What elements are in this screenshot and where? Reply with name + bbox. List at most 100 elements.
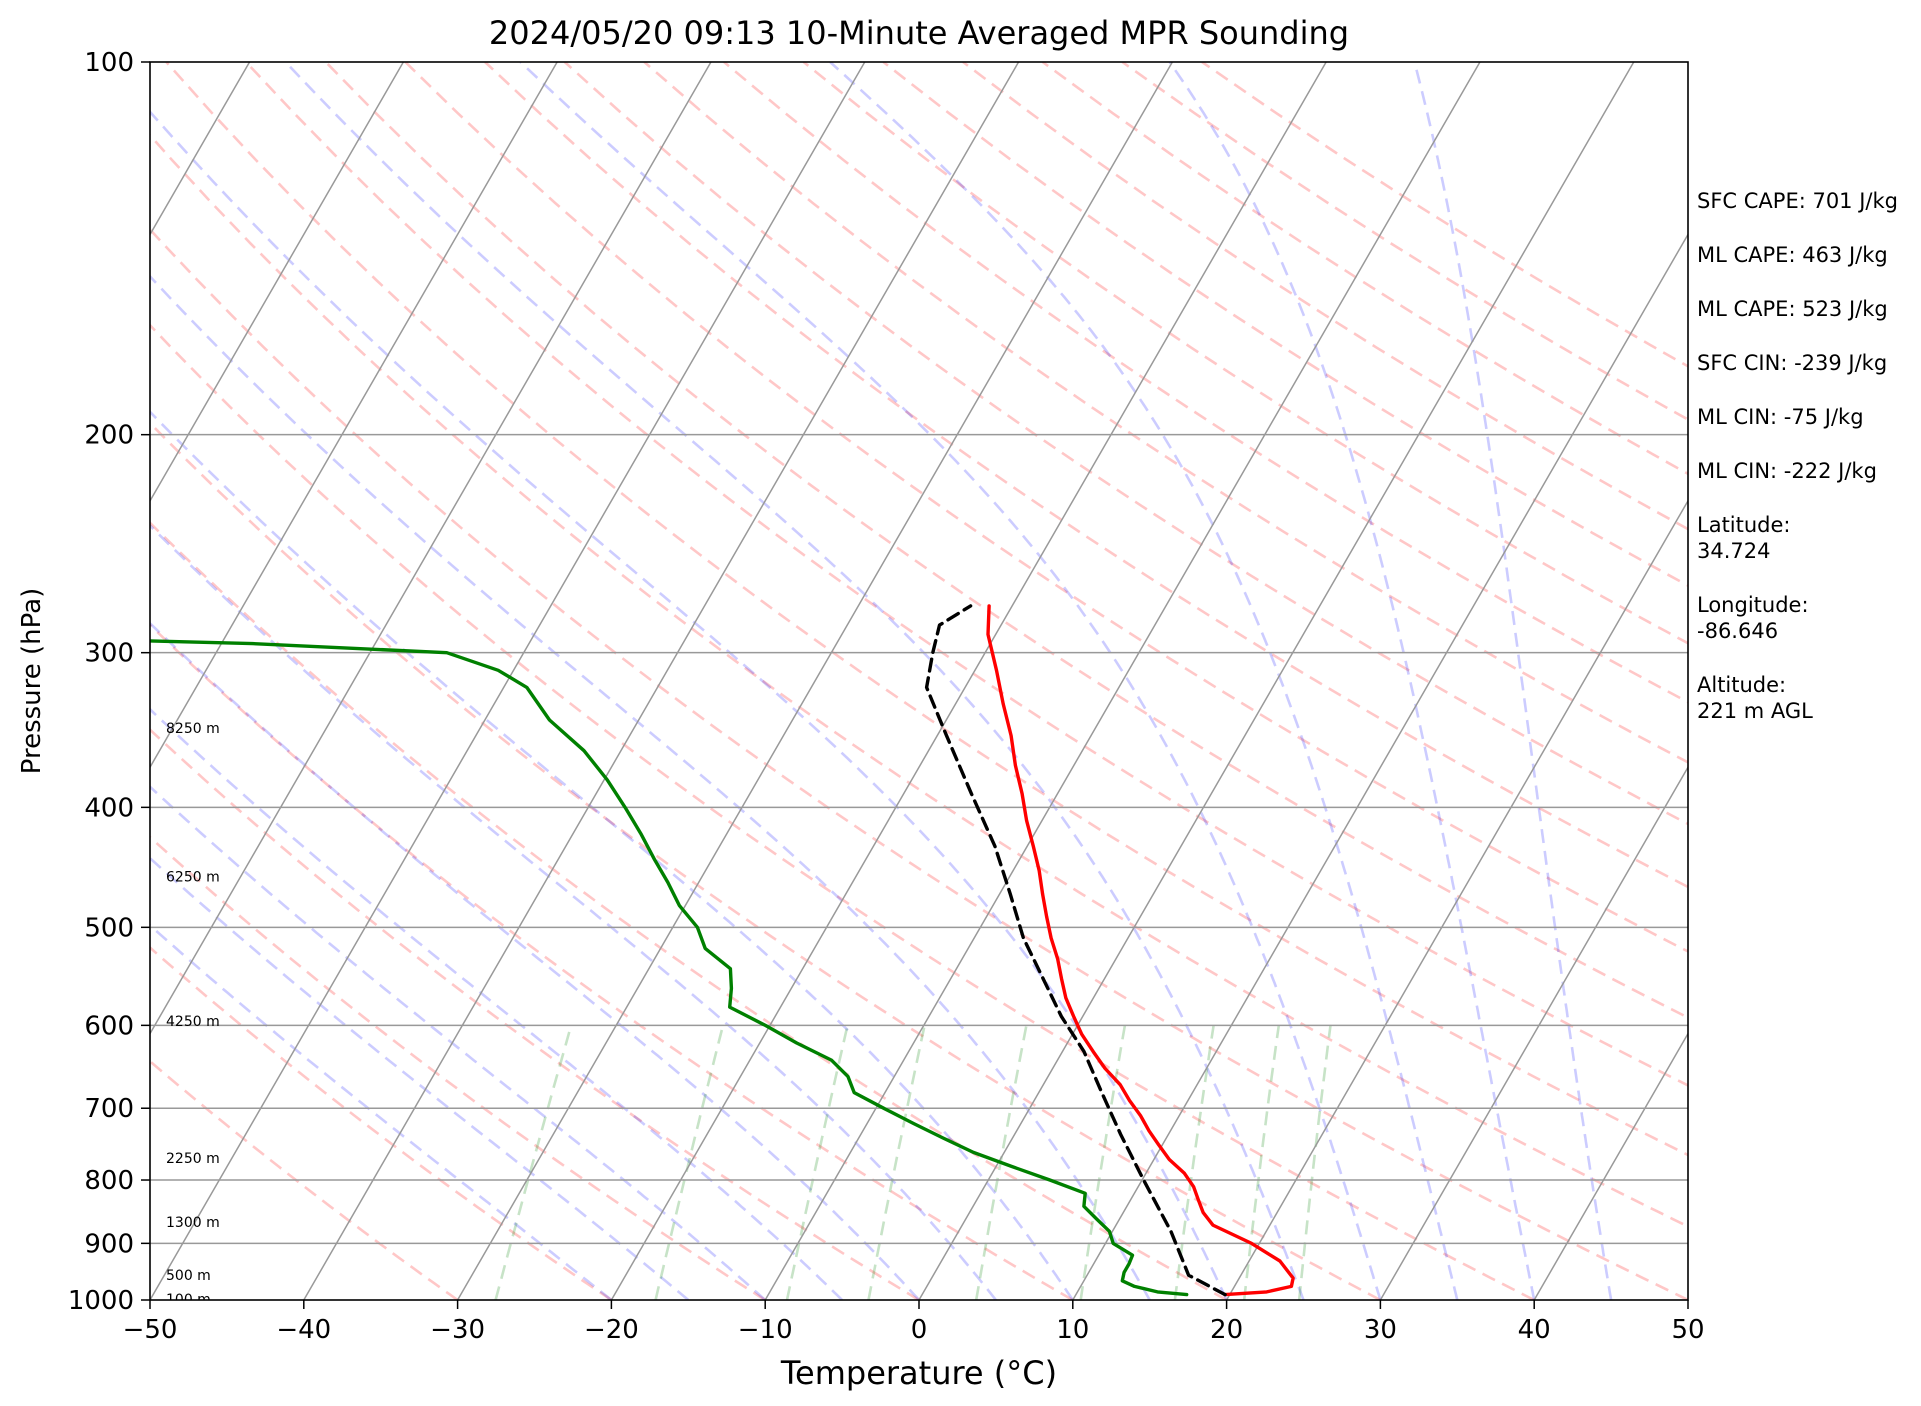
dry-adiabat	[165, 62, 1688, 1157]
y-tick-label: 500	[84, 913, 134, 943]
ml-cape-stat: ML CAPE: 523 J/kg	[1697, 297, 1888, 321]
x-tick-label: 40	[1518, 1315, 1551, 1345]
isotherm	[150, 62, 866, 1300]
x-tick-label: 10	[1056, 1315, 1089, 1345]
altitude-label: Altitude:	[1697, 673, 1787, 697]
x-tick-label: 20	[1210, 1315, 1243, 1345]
moist-adiabat	[150, 274, 1151, 1300]
dry-adiabat	[802, 62, 1688, 645]
y-tick-label: 400	[84, 793, 134, 823]
dewpoint-profile	[150, 639, 1189, 1297]
x-tick-label: −30	[430, 1315, 485, 1345]
isotherm	[150, 62, 405, 503]
y-tick-label: 300	[84, 639, 134, 669]
altitude-value: 221 m AGL	[1697, 699, 1813, 723]
dry-adiabat	[484, 62, 1688, 889]
moist-adiabat	[1413, 62, 1613, 1300]
dry-adiabat	[324, 62, 1688, 1020]
dry-adiabat	[245, 62, 1688, 1087]
isotherm	[303, 62, 1020, 1300]
height-label: 4250 m	[166, 1014, 220, 1030]
dry-adiabat	[150, 133, 1688, 1228]
series-lines	[150, 604, 1295, 1297]
dry-adiabat	[404, 62, 1688, 953]
ml-cape-stat: ML CAPE: 463 J/kg	[1697, 243, 1888, 267]
isotherm	[1072, 232, 1688, 1300]
height-label: 2250 m	[166, 1151, 220, 1167]
plot-area: 8250 m 6250 m 4250 m 2250 m 1300 m 500 m 100 m	[150, 62, 1688, 1308]
x-tick-label: −10	[738, 1315, 793, 1345]
height-label: 8250 m	[166, 721, 220, 737]
moist-adiabat	[150, 523, 997, 1300]
moist-adiabat	[150, 409, 1074, 1300]
isotherm	[610, 62, 1327, 1300]
dry-adiabat	[882, 62, 1688, 588]
isotherm	[150, 62, 712, 1036]
dry-adiabat	[150, 1059, 459, 1300]
y-tick-label: 600	[84, 1011, 134, 1041]
isotherm	[1379, 765, 1688, 1300]
y-tick-label: 1000	[68, 1286, 134, 1316]
height-label: 100 m	[166, 1292, 211, 1308]
dry-adiabat	[150, 421, 1382, 1300]
latitude-label: Latitude:	[1697, 513, 1791, 537]
height-label: 6250 m	[166, 870, 220, 886]
x-tick-label: −40	[276, 1315, 331, 1345]
moist-adiabat	[1168, 62, 1536, 1300]
moist-adiabat	[284, 62, 1305, 1300]
x-tick-label: 50	[1671, 1315, 1704, 1345]
latitude-stat: Latitude: 34.724	[1697, 512, 1917, 592]
sfc-cape-stat: SFC CAPE: 701 J/kg	[1697, 189, 1898, 213]
dry-adiabat	[150, 727, 920, 1300]
dry-adiabat	[723, 62, 1688, 704]
x-axis-ticks: −50 −40 −30 −20 −10 0 10 20 30 40 50	[123, 1300, 1705, 1345]
ml-cin-stat: ML CIN: -222 J/kg	[1697, 459, 1877, 483]
altitude-stat: Altitude: 221 m AGL	[1697, 672, 1917, 752]
temperature-profile	[986, 604, 1295, 1297]
longitude-stat: Longitude: -86.646	[1697, 592, 1917, 672]
moist-adiabat	[150, 109, 1228, 1300]
latitude-value: 34.724	[1697, 539, 1771, 563]
moist-adiabat	[150, 785, 767, 1300]
isotherm	[764, 62, 1481, 1300]
x-tick-label: −50	[123, 1315, 178, 1345]
plot-frame	[149, 61, 1689, 1301]
longitude-value: -86.646	[1697, 619, 1779, 643]
mixing-ratio-line	[654, 1025, 725, 1300]
x-tick-label: 0	[911, 1315, 928, 1345]
isotherm	[150, 62, 558, 769]
y-axis-ticks: 100 200 300 400 500 600 700 800 900 1000	[68, 48, 150, 1316]
y-tick-label: 700	[84, 1094, 134, 1124]
moist-adiabat	[150, 856, 690, 1300]
x-tick-label: −20	[584, 1315, 639, 1345]
height-label: 500 m	[166, 1268, 211, 1284]
longitude-label: Longitude:	[1697, 593, 1809, 617]
dry-adiabat	[150, 323, 1535, 1300]
mixing-ratio-line	[494, 1025, 573, 1300]
y-tick-label: 900	[84, 1229, 134, 1259]
height-label: 1300 m	[166, 1215, 220, 1231]
isotherm	[1225, 499, 1688, 1300]
y-tick-label: 100	[84, 48, 134, 78]
dry-adiabat	[563, 62, 1688, 826]
moist-adiabat	[150, 621, 920, 1300]
background-lines	[150, 62, 1688, 1300]
dry-adiabat	[150, 835, 766, 1300]
dry-adiabat	[150, 227, 1688, 1300]
parcel-profile	[924, 604, 1227, 1297]
moist-adiabat	[829, 62, 1459, 1300]
height-labels: 8250 m 6250 m 4250 m 2250 m 1300 m 500 m 100 m	[166, 721, 220, 1308]
isotherm	[1533, 1032, 1688, 1300]
stats-panel: SFC CAPE: 701 J/kg ML CAPE: 463 J/kg ML …	[1697, 188, 1917, 752]
isotherm	[918, 62, 1635, 1300]
moist-adiabat	[150, 707, 844, 1300]
x-axis-label: Temperature (°C)	[780, 1354, 1057, 1392]
dry-adiabat	[150, 945, 613, 1300]
chart-title: 2024/05/20 09:13 10-Minute Averaged MPR …	[489, 14, 1349, 52]
y-axis-label: Pressure (hPa)	[17, 588, 47, 775]
moist-adiabat	[519, 62, 1382, 1300]
y-tick-label: 800	[84, 1166, 134, 1196]
dry-adiabat	[643, 62, 1688, 764]
ml-cin-stat: ML CIN: -75 J/kg	[1697, 405, 1864, 429]
dry-adiabat	[150, 521, 1228, 1300]
